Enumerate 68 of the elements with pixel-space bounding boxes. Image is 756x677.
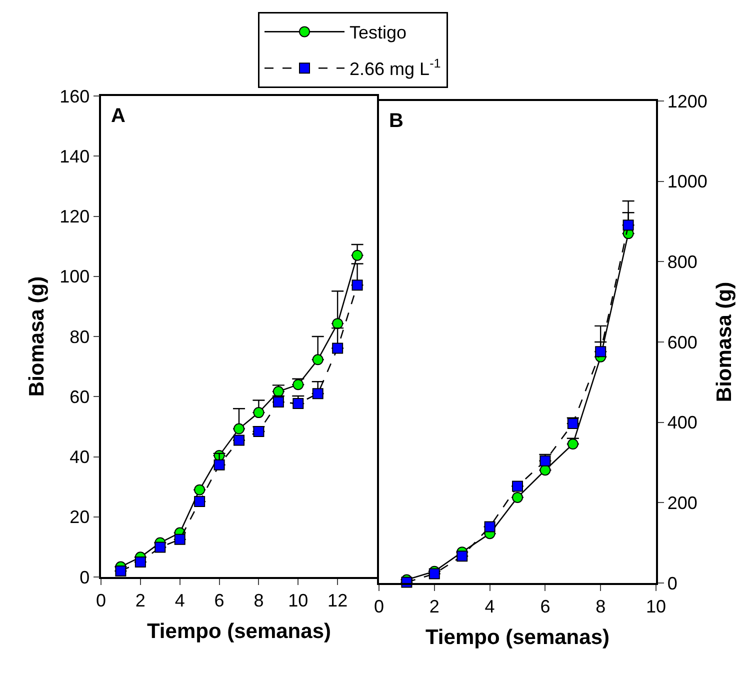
annotation: A	[111, 105, 126, 127]
x-axis-title: Tiempo (semanas)	[146, 620, 332, 644]
point	[512, 480, 523, 492]
point	[595, 346, 606, 358]
point	[456, 550, 468, 562]
point	[512, 492, 523, 503]
y-tick-label: 200	[667, 492, 698, 513]
point	[567, 418, 578, 430]
point	[540, 464, 551, 476]
y-tick-label: 800	[667, 252, 698, 272]
point	[622, 220, 634, 231]
y-tick-label: 120	[60, 206, 90, 227]
point	[312, 354, 324, 366]
point	[484, 521, 496, 532]
point	[567, 438, 578, 450]
y-tick-label: 160	[60, 86, 90, 106]
point	[134, 556, 146, 568]
point	[174, 534, 186, 545]
x-axis-title: Tiempo (semanas)	[425, 626, 610, 650]
x-tick-label: 2	[135, 590, 146, 610]
point	[194, 484, 206, 496]
y-tick-label: 1000	[667, 172, 708, 192]
x-tick-label: 10	[646, 596, 666, 616]
y-tick-label: 40	[70, 447, 90, 468]
y-tick-label: 20	[70, 507, 90, 528]
x-tick-label: 8	[596, 596, 606, 616]
y-tick-label: 600	[667, 332, 698, 352]
point	[194, 496, 206, 508]
point	[292, 398, 304, 410]
point	[272, 396, 284, 408]
x-tick-label: 6	[214, 590, 224, 610]
point	[352, 250, 363, 261]
legend-label: 2.66 mg L$^{-1}$	[350, 56, 441, 80]
x-tick-label: 10	[288, 590, 308, 610]
point	[214, 459, 225, 470]
x-tick-label: 4	[484, 596, 495, 616]
point	[234, 434, 244, 446]
y-tick-label: 0	[80, 567, 90, 588]
point	[352, 280, 363, 291]
y-tick-label: 400	[667, 412, 698, 433]
y-tick-label: 1200	[667, 91, 708, 112]
x-tick-label: 2	[429, 596, 440, 616]
y-tick-label: 80	[70, 326, 90, 347]
x-tick-label: 4	[174, 590, 185, 610]
y-tick-label: 60	[70, 386, 90, 407]
annotation: B	[389, 110, 404, 132]
x-tick-label: 6	[540, 596, 550, 616]
point	[312, 388, 324, 400]
x-tick-label: 8	[254, 590, 264, 610]
point	[253, 407, 264, 418]
x-tick-label: 12	[328, 590, 348, 610]
point	[253, 426, 264, 437]
point	[540, 455, 551, 466]
y-axis-title: Biomasa (g)	[25, 276, 48, 397]
x-tick-label: 0	[374, 596, 384, 616]
x-tick-label: 0	[96, 590, 106, 610]
y-tick-label: 0	[667, 573, 678, 594]
point	[332, 318, 344, 330]
y-tick-label: 140	[60, 146, 90, 166]
legend-label: Testigo	[350, 22, 407, 43]
point	[332, 342, 344, 354]
point	[292, 379, 304, 390]
point	[428, 568, 440, 580]
y-tick-label: 100	[60, 266, 90, 287]
point	[154, 542, 166, 553]
point	[234, 423, 244, 434]
y-axis-title: Biomasa (g)	[713, 282, 736, 402]
point	[115, 565, 126, 576]
